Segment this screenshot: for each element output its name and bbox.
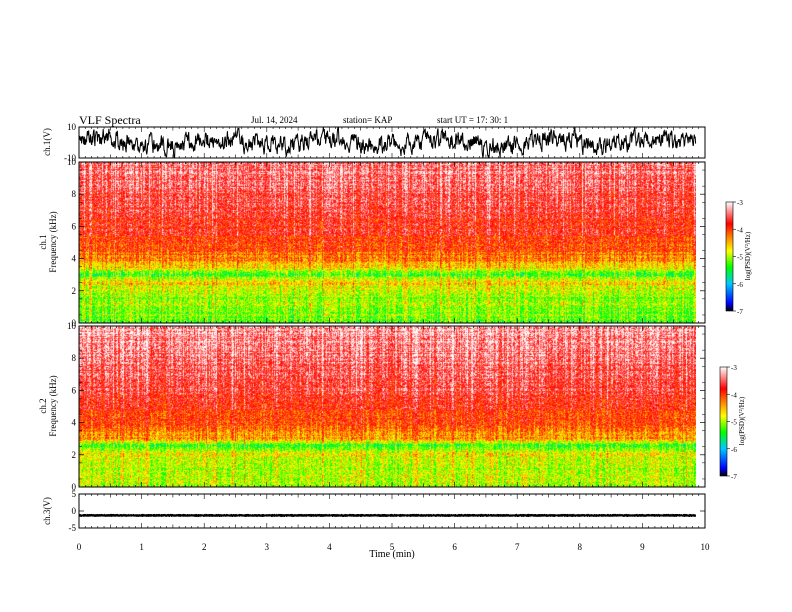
ch2-spec-y-tick-label: 0 <box>72 482 77 492</box>
colorbar-ch2-tick-label: -5 <box>731 419 737 427</box>
x-axis-title: Time (min) <box>369 549 414 560</box>
ch3-waveform-line <box>79 513 697 517</box>
ch2-spec-y-tick-label: 6 <box>72 385 77 395</box>
ch3-wave-y-tick-label: 0 <box>72 506 77 516</box>
ch2-spec-layer-image <box>79 326 696 487</box>
colorbar-ch2-label: log(PSD)(V²/Hz) <box>738 396 746 445</box>
chart-title: VLF Spectra <box>79 113 141 127</box>
ch1-spec-y-tick-label: 0 <box>72 318 77 328</box>
ch2-spec-y-tick-label: 8 <box>72 353 77 363</box>
colorbar-ch1-gradient <box>725 201 734 312</box>
x-tick-label: 7 <box>515 542 520 552</box>
ch1-waveform-panel <box>79 127 697 158</box>
ch3-wave-y-tick-label: 5 <box>72 489 77 499</box>
ch3-waveform-path <box>79 513 697 517</box>
ch1-spec-y-tick-label: 8 <box>72 189 77 199</box>
ch2-spec-y-tick-label: 4 <box>72 418 77 428</box>
x-tick-label: 5 <box>390 542 395 552</box>
ch1-spec-y-tick-label: 10 <box>67 157 77 167</box>
colorbar-ch1-tick-label: -3 <box>737 199 743 207</box>
start-time-label: start UT = 17: 30: 1 <box>437 115 509 125</box>
colorbar-ch2-tick-label: -7 <box>731 473 737 481</box>
ch2-spec-y-tick-label: 10 <box>67 321 77 331</box>
x-tick-label: 4 <box>327 542 332 552</box>
ch1-wave-y-tick-label: -10 <box>64 153 76 163</box>
station-label: station= KAP <box>343 115 393 125</box>
ch2-spec-y-tick-label: 2 <box>72 450 77 460</box>
x-tick-label: 8 <box>578 542 583 552</box>
colorbar-ch2-tick-label: -6 <box>731 446 737 454</box>
ch1-wave-y-tick-label: 10 <box>67 122 77 132</box>
x-tick-label: 0 <box>77 542 82 552</box>
ch1-spec-y-tick-label: 4 <box>72 254 77 264</box>
ch1-spec-y-tick-label: 6 <box>72 221 77 231</box>
colorbar-ch1-tick-label: -6 <box>737 281 743 289</box>
ch3-wave-ylabel: ch.3(V) <box>42 497 52 525</box>
ch1-spec-y-tick-label: 2 <box>72 286 77 296</box>
ch1-spec-ylabel: ch.1Frequency (kHz) <box>38 211 58 272</box>
ch3-wave-y-tick-label: -5 <box>69 523 77 533</box>
ch1-spec-layer-image <box>79 162 696 323</box>
date-label: Jul. 14, 2024 <box>251 115 298 125</box>
ch2-spectrogram <box>79 326 696 487</box>
colorbar-ch1: log(PSD)(V²/Hz) <box>725 201 752 312</box>
ch1-spectrogram <box>79 162 696 323</box>
colorbar-ch2-tick-label: -4 <box>731 391 737 399</box>
colorbar-ch1-label: log(PSD)(V²/Hz) <box>744 231 752 280</box>
colorbar-ch2-tick-label: -3 <box>731 364 737 372</box>
ch1-waveform-line <box>79 127 697 158</box>
x-tick-label: 9 <box>640 542 645 552</box>
ch3-waveform-panel <box>79 513 697 517</box>
colorbar-ch2-gradient <box>719 366 728 477</box>
ch3-wave-frame <box>78 493 706 529</box>
x-tick-label: 10 <box>701 542 711 552</box>
x-tick-label: 2 <box>202 542 207 552</box>
colorbar-ch1-tick-label: -7 <box>737 308 743 316</box>
x-tick-label: 6 <box>452 542 457 552</box>
colorbar-ch1-tick-label: -5 <box>737 254 743 262</box>
colorbar-ch2: log(PSD)(V²/Hz) <box>719 366 746 477</box>
colorbar-ch1-tick-label: -4 <box>737 226 743 234</box>
ch2-spec-ylabel: ch.2Frequency (kHz) <box>38 375 58 436</box>
x-tick-label: 1 <box>139 542 144 552</box>
ch1-wave-ylabel: ch.1(V) <box>42 128 52 156</box>
x-tick-label: 3 <box>265 542 270 552</box>
